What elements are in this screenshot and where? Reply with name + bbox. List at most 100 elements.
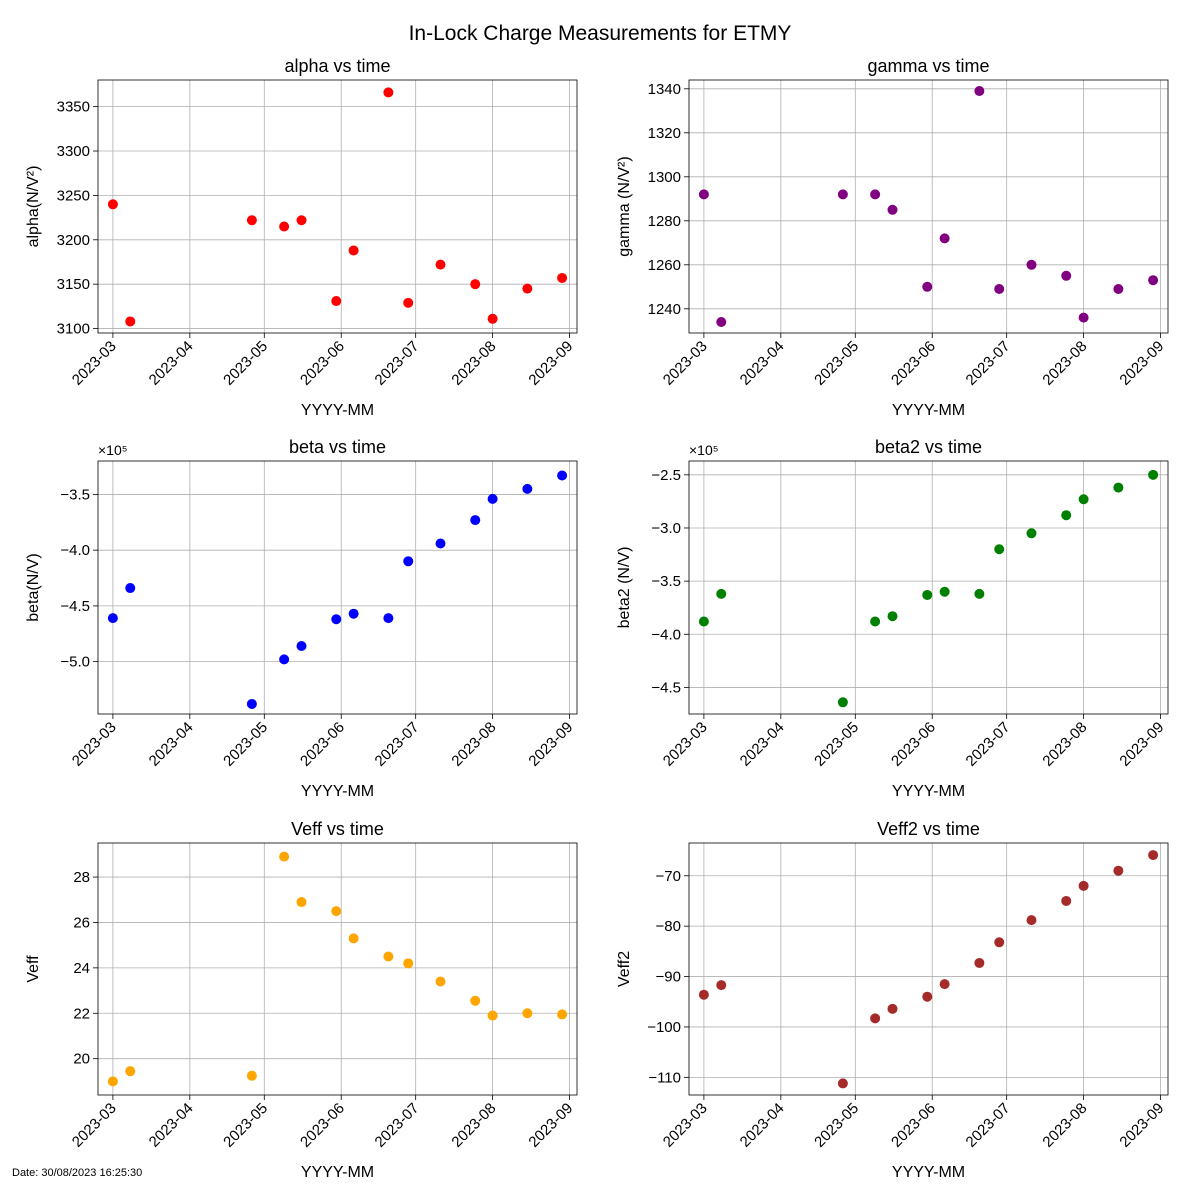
x-tick-label: 2023-04 — [737, 1100, 788, 1151]
y-tick-label: 3150 — [57, 276, 90, 293]
x-tick-label: 2023-08 — [448, 1100, 499, 1151]
x-tick-label: 2023-04 — [146, 338, 197, 389]
data-point — [522, 283, 533, 294]
data-point — [383, 87, 394, 98]
x-tick-label: 2023-07 — [372, 719, 423, 770]
data-point — [922, 991, 933, 1002]
y-tick-label: 26 — [73, 914, 90, 931]
data-point — [837, 189, 848, 200]
y-axis-label: beta2 (N/V) — [616, 547, 633, 629]
y-tick-label: 1260 — [648, 257, 681, 274]
data-point — [487, 493, 498, 504]
x-axis-label: YYYY-MM — [892, 1164, 965, 1181]
x-tick-label: 2023-09 — [525, 338, 576, 389]
subplot-title: gamma vs time — [867, 56, 989, 76]
data-point — [994, 937, 1005, 948]
data-point — [435, 538, 446, 549]
data-point — [487, 1010, 498, 1021]
data-point — [557, 470, 568, 481]
x-tick-label: 2023-06 — [888, 338, 939, 389]
subplot-title: beta2 vs time — [875, 437, 982, 457]
x-axis-label: YYYY-MM — [892, 783, 965, 800]
data-point — [125, 1066, 136, 1077]
data-point — [1113, 482, 1124, 493]
x-tick-label: 2023-03 — [660, 1100, 711, 1151]
data-point — [939, 586, 950, 597]
data-point — [922, 589, 933, 600]
x-tick-label: 2023-09 — [525, 719, 576, 770]
y-axis-label: Veff2 — [616, 951, 633, 987]
y-tick-label: −3.5 — [651, 573, 681, 590]
y-tick-label: 3250 — [57, 187, 90, 204]
x-tick-label: 2023-05 — [811, 1100, 862, 1151]
data-point — [435, 976, 446, 987]
x-tick-label: 2023-07 — [372, 1100, 423, 1151]
x-tick-label: 2023-04 — [737, 338, 788, 389]
data-point — [974, 588, 985, 599]
x-tick-label: 2023-03 — [660, 719, 711, 770]
y-tick-label: −80 — [656, 918, 681, 935]
y-tick-label: −110 — [648, 1069, 681, 1086]
x-tick-label: 2023-03 — [69, 719, 120, 770]
footer-date: Date: 30/08/2023 16:25:30 — [12, 1167, 142, 1179]
y-tick-label: 3200 — [57, 232, 90, 249]
axes-frame — [688, 79, 1169, 334]
data-point — [939, 233, 950, 244]
y-axis-label: beta(N/V) — [25, 553, 42, 621]
data-point — [246, 698, 257, 709]
y-tick-label: −4.5 — [60, 598, 90, 615]
y-tick-label: −100 — [647, 1019, 681, 1036]
y-tick-label: −2.5 — [651, 467, 681, 484]
data-point — [922, 281, 933, 292]
data-point — [403, 556, 414, 567]
y-tick-label: −4.0 — [60, 542, 90, 559]
data-point — [1078, 880, 1089, 891]
subplot-beta2-vs-time: 2023-03 2023-04 2023-05 2023-06 2023-07 2023-… — [616, 437, 1169, 800]
data-point — [1061, 510, 1072, 521]
x-tick-label: 2023-07 — [963, 338, 1014, 389]
subplot-beta-vs-time: 2023-03 2023-04 2023-05 2023-06 2023-07 2023-… — [25, 437, 578, 800]
x-tick-label: 2023-03 — [69, 1100, 120, 1151]
data-point — [939, 979, 950, 990]
subplot-alpha-vs-time: 2023-03 2023-04 2023-05 2023-06 2023-07 2023-… — [25, 56, 578, 419]
x-tick-label: 2023-06 — [297, 338, 348, 389]
x-tick-label: 2023-07 — [372, 338, 423, 389]
x-tick-label: 2023-05 — [220, 338, 271, 389]
subplot-title: beta vs time — [289, 437, 386, 457]
data-point — [698, 989, 709, 1000]
data-point — [1148, 469, 1159, 480]
x-axis-label: YYYY-MM — [892, 402, 965, 419]
x-tick-label: 2023-05 — [811, 338, 862, 389]
x-tick-label: 2023-06 — [888, 1100, 939, 1151]
y-tick-label: 3100 — [57, 321, 90, 338]
data-point — [1148, 850, 1159, 861]
y-tick-label: 24 — [73, 960, 90, 977]
data-point — [383, 613, 394, 624]
y-tick-label: 28 — [73, 869, 90, 886]
x-tick-label: 2023-08 — [1039, 1100, 1090, 1151]
y-tick-label: −90 — [656, 969, 681, 986]
data-point — [1026, 528, 1037, 539]
x-tick-label: 2023-09 — [525, 1100, 576, 1151]
data-point — [125, 583, 136, 594]
data-point — [383, 951, 394, 962]
data-point — [470, 279, 481, 290]
data-point — [107, 199, 118, 210]
x-tick-label: 2023-06 — [297, 1100, 348, 1151]
y-tick-label: −3.5 — [60, 486, 90, 503]
data-point — [246, 1070, 257, 1081]
data-point — [296, 641, 307, 652]
data-point — [716, 317, 727, 327]
x-tick-label: 2023-07 — [963, 719, 1014, 770]
data-point — [331, 614, 342, 625]
data-point — [107, 1076, 118, 1087]
data-point — [279, 851, 290, 862]
x-tick-label: 2023-07 — [963, 1100, 1014, 1151]
data-point — [698, 616, 709, 627]
subplot-veff-vs-time: 2023-03 2023-04 2023-05 2023-06 2023-07 2023-… — [25, 819, 578, 1181]
data-point — [1061, 895, 1072, 906]
data-point — [403, 297, 414, 308]
data-point — [994, 544, 1005, 555]
data-point — [1113, 865, 1124, 876]
